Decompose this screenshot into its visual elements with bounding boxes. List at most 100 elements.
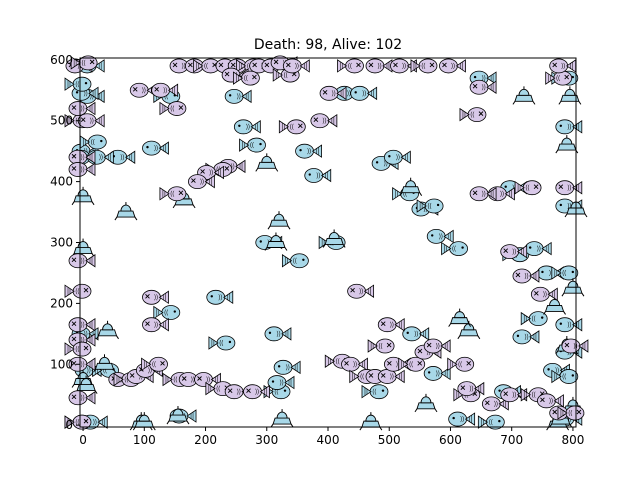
alive-beetle-marker	[543, 296, 566, 315]
dead-fish-marker	[68, 253, 96, 269]
alive-beetle-marker	[399, 177, 423, 196]
dead-fish-marker	[459, 107, 487, 123]
y-tick-label: 300	[50, 236, 73, 250]
dead-fish-marker	[530, 286, 558, 302]
dead-fish-marker	[159, 186, 187, 202]
alive-fish-marker	[441, 241, 468, 256]
alive-beetle-marker	[359, 412, 383, 431]
alive-beetle-marker	[114, 202, 138, 221]
dead-fish-marker	[64, 283, 92, 299]
alive-fish-marker	[551, 369, 579, 384]
alive-beetle-marker	[71, 238, 95, 257]
dead-fish-marker	[347, 283, 375, 299]
x-tick-label: 600	[439, 433, 462, 447]
x-tick-label: 800	[561, 433, 584, 447]
dead-fish-marker	[159, 101, 187, 116]
alive-fish-marker	[416, 198, 444, 214]
dead-fish-marker	[278, 119, 306, 135]
dead-fish-marker	[439, 58, 466, 74]
alive-beetle-marker	[270, 409, 294, 428]
alive-fish-marker	[512, 329, 540, 345]
dead-fish-marker	[561, 338, 589, 354]
alive-fish-marker	[281, 253, 309, 269]
dead-fish-marker	[68, 162, 96, 177]
dead-fish-marker	[310, 113, 338, 129]
x-tick-label: 700	[500, 433, 523, 447]
dead-fish-marker	[410, 58, 438, 74]
dead-fish-marker	[232, 70, 260, 86]
dead-fish-marker	[68, 149, 96, 165]
dead-fish-marker	[141, 356, 168, 372]
alive-fish-marker	[551, 265, 579, 281]
dead-fish-marker	[457, 381, 485, 397]
alive-beetle-marker	[93, 354, 116, 373]
alive-beetle-marker	[71, 186, 95, 206]
alive-fish-marker	[273, 359, 301, 375]
alive-beetle-marker	[512, 86, 536, 105]
alive-fish-marker	[153, 305, 181, 320]
dead-fish-marker	[398, 356, 426, 372]
dead-fish-marker	[341, 356, 368, 372]
alive-fish-marker	[520, 311, 548, 327]
dead-fish-marker	[447, 356, 475, 372]
alive-beetle-marker	[561, 278, 585, 297]
alive-beetle-marker	[414, 393, 438, 413]
marker-layer	[64, 55, 589, 431]
alive-fish-marker	[524, 241, 552, 256]
dead-fish-marker	[319, 85, 347, 101]
alive-fish-marker	[264, 326, 292, 342]
dead-fish-marker	[151, 82, 179, 98]
alive-fish-marker	[555, 317, 583, 333]
y-tick-label: 400	[50, 175, 73, 189]
alive-beetle-marker	[448, 308, 472, 327]
alive-beetle-marker	[74, 375, 98, 394]
x-tick-label: 500	[378, 433, 401, 447]
dead-fish-marker	[377, 317, 405, 333]
dead-fish-marker	[514, 180, 542, 196]
alive-fish-marker	[142, 140, 169, 156]
x-tick-label: 300	[255, 433, 278, 447]
dead-fish-marker	[70, 55, 98, 71]
alive-beetle-marker	[322, 229, 346, 248]
dead-fish-marker	[549, 58, 577, 74]
alive-fish-marker	[350, 85, 378, 101]
x-tick-label: 0	[79, 433, 87, 447]
dead-fish-marker	[557, 405, 585, 421]
alive-fish-marker	[233, 119, 261, 135]
alive-beetle-marker	[267, 211, 291, 230]
alive-beetle-marker	[457, 320, 481, 340]
alive-beetle-marker	[255, 153, 279, 172]
alive-fish-marker	[426, 229, 454, 244]
alive-fish-marker	[555, 119, 583, 135]
alive-fish-marker	[208, 335, 236, 351]
dead-fish-marker	[64, 341, 92, 357]
dead-fish-marker	[555, 180, 583, 196]
alive-fish-marker	[295, 143, 322, 159]
dead-fish-marker	[68, 101, 96, 116]
dead-fish-marker	[142, 289, 169, 305]
dead-fish-marker	[469, 79, 497, 95]
alive-fish-marker	[383, 149, 411, 165]
chart-title: Death: 98, Alive: 102	[254, 37, 402, 53]
y-tick-label: 100	[50, 357, 73, 371]
dead-fish-marker	[68, 317, 96, 333]
alive-fish-marker	[239, 137, 266, 153]
dead-fish-marker	[537, 393, 564, 409]
y-tick-label: 200	[50, 296, 73, 310]
dead-fish-marker	[64, 414, 92, 430]
x-tick-label: 400	[317, 433, 340, 447]
dead-fish-marker	[512, 268, 540, 284]
alive-fish-marker	[448, 411, 476, 427]
y-tick-label: 600	[50, 53, 73, 67]
dead-fish-marker	[423, 338, 451, 354]
y-tick-label: 0	[65, 418, 73, 432]
alive-fish-marker	[267, 375, 295, 390]
dead-fish-marker	[77, 113, 105, 129]
alive-beetle-marker	[132, 412, 156, 431]
alive-fish-marker	[402, 326, 430, 342]
y-tick-label: 500	[50, 114, 73, 128]
axes: 0 100 200 300 400 500 600 700 800 0 100 200 300 400 50…	[50, 53, 584, 447]
alive-beetle-marker	[96, 320, 119, 340]
dead-fish-marker	[68, 390, 96, 406]
